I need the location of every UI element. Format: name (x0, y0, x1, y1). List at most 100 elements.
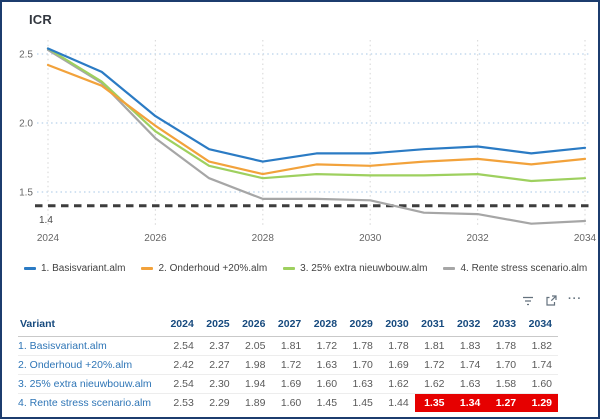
row-label[interactable]: 4. Rente stress scenario.alm (18, 396, 152, 409)
legend-marker (283, 267, 296, 270)
chart-title: ICR (29, 12, 52, 27)
value-cell: 1.62 (414, 374, 451, 394)
x-axis-label: 2028 (252, 233, 275, 244)
value-cell: 1.63 (307, 355, 344, 375)
legend-item-2[interactable]: 2. Onderhoud +20%.alm (141, 263, 267, 274)
table-row: 1. Basisvariant.alm 2.54 2.37 2.05 1.81 1.72 1… (18, 336, 558, 356)
value-cell: 1.60 (522, 374, 558, 394)
value-cell: 1.60 (280, 396, 302, 409)
variant-table: Variant 2024 2025 2026 2027 2028 2029 2030 2031 2… (18, 313, 558, 412)
value-cell: 2.54 (164, 336, 200, 356)
value-cell: 1.44 (388, 396, 409, 409)
icr-line-chart: 2.5 2.0 1.5 2024 2026 2028 2030 2032 2034 1.4 (19, 40, 597, 244)
value-cell-highlighted: 1.35 (414, 393, 451, 412)
column-header-year[interactable]: 2030 (378, 313, 415, 337)
legend-item-3[interactable]: 3. 25% extra nieuwbouw.alm (283, 263, 427, 274)
column-header-year[interactable]: 2027 (271, 313, 308, 337)
value-cell: 1.94 (235, 374, 272, 394)
value-cell-highlighted: 1.27 (486, 393, 523, 412)
value-cell: 1.72 (414, 355, 451, 375)
table-row: 3. 25% extra nieuwbouw.alm 2.54 2.30 1.94 1.… (18, 374, 558, 394)
value-cell: 1.74 (522, 355, 558, 375)
value-cell: 2.42 (164, 355, 200, 375)
more-options-icon[interactable]: ··· (568, 292, 582, 305)
x-axis-label: 2032 (466, 233, 489, 244)
x-axis-label: 2026 (144, 233, 167, 244)
value-cell: 2.27 (199, 355, 236, 375)
value-cell: 1.70 (486, 355, 523, 375)
value-cell: 1.45 (352, 396, 373, 409)
value-cell: 2.29 (209, 396, 230, 409)
value-cell: 1.45 (316, 396, 338, 409)
chart-legend: 1. Basisvariant.alm 2. Onderhoud +20%.alm… (24, 263, 587, 274)
value-cell: 2.53 (173, 396, 194, 409)
column-header-year[interactable]: 2034 (522, 313, 558, 337)
column-header-variant[interactable]: Variant (18, 313, 164, 337)
value-cell: 1.69 (378, 355, 415, 375)
series-line-4[interactable] (46, 48, 587, 225)
column-header-year[interactable]: 2028 (307, 313, 344, 337)
value-cell: 2.37 (199, 336, 236, 356)
value-cell-highlighted: 1.34 (450, 393, 487, 412)
column-header-year[interactable]: 2031 (414, 313, 451, 337)
value-cell: 1.81 (414, 336, 451, 356)
legend-label: 4. Rente stress scenario.alm (460, 263, 588, 274)
table-row: 2. Onderhoud +20%.alm 2.42 2.27 1.98 1.72 1.6… (18, 355, 558, 375)
value-cell-highlighted: 1.29 (522, 393, 558, 412)
value-cell: 1.89 (245, 396, 266, 409)
legend-label: 2. Onderhoud +20%.alm (158, 263, 268, 274)
value-cell: 1.78 (343, 336, 379, 356)
series-line-3[interactable] (46, 47, 587, 183)
value-cell: 2.05 (235, 336, 272, 356)
y-axis-label: 1.5 (19, 188, 33, 199)
reference-line-label: 1.4 (39, 215, 53, 226)
x-axis-label: 2030 (359, 233, 382, 244)
legend-marker (443, 267, 456, 270)
value-cell: 1.78 (378, 336, 415, 356)
value-cell: 1.72 (271, 355, 308, 375)
value-cell: 1.69 (271, 374, 308, 394)
x-axis-label: 2034 (574, 233, 597, 244)
legend-item-1[interactable]: 1. Basisvariant.alm (24, 263, 125, 274)
column-header-year[interactable]: 2029 (343, 313, 379, 337)
value-cell: 1.62 (378, 374, 415, 394)
x-axis-label: 2024 (37, 233, 60, 244)
value-cell: 1.72 (307, 336, 344, 356)
legend-item-4[interactable]: 4. Rente stress scenario.alm (443, 263, 587, 274)
focus-mode-icon[interactable] (545, 295, 557, 307)
legend-marker (24, 267, 36, 270)
value-cell: 1.63 (343, 374, 379, 394)
value-cell: 1.60 (307, 374, 344, 394)
row-label[interactable]: 3. 25% extra nieuwbouw.alm (18, 374, 164, 394)
column-header-year[interactable]: 2026 (235, 313, 272, 337)
row-label[interactable]: 1. Basisvariant.alm (18, 336, 164, 356)
column-header-year[interactable]: 2024 (164, 313, 200, 337)
column-header-year[interactable]: 2033 (486, 313, 523, 337)
value-cell: 1.74 (450, 355, 487, 375)
y-axis-label: 2.0 (19, 119, 33, 130)
series-line-2[interactable] (46, 63, 587, 176)
value-cell: 1.78 (486, 336, 523, 356)
value-cell: 1.70 (343, 355, 379, 375)
value-cell: 1.63 (450, 374, 487, 394)
row-label[interactable]: 2. Onderhoud +20%.alm (18, 355, 164, 375)
table-header-row: Variant 2024 2025 2026 2027 2028 2029 2030 2031 2… (18, 313, 558, 337)
column-header-year[interactable]: 2025 (199, 313, 236, 337)
value-cell: 1.83 (450, 336, 487, 356)
value-cell: 1.82 (522, 336, 558, 356)
table-row: 4. Rente stress scenario.alm 2.53 2.29 1.89… (18, 393, 558, 412)
value-cell: 1.58 (486, 374, 523, 394)
legend-label: 3. 25% extra nieuwbouw.alm (300, 263, 428, 274)
value-cell: 2.30 (199, 374, 236, 394)
legend-marker (141, 267, 154, 270)
filter-icon[interactable] (522, 296, 534, 307)
value-cell: 2.54 (164, 374, 200, 394)
column-header-year[interactable]: 2032 (450, 313, 487, 337)
value-cell: 1.81 (271, 336, 308, 356)
series-line-1[interactable] (46, 47, 587, 163)
legend-label: 1. Basisvariant.alm (41, 263, 126, 274)
value-cell: 1.98 (235, 355, 272, 375)
table-visual-header: ··· (522, 292, 582, 307)
y-axis-label: 2.5 (19, 50, 33, 61)
